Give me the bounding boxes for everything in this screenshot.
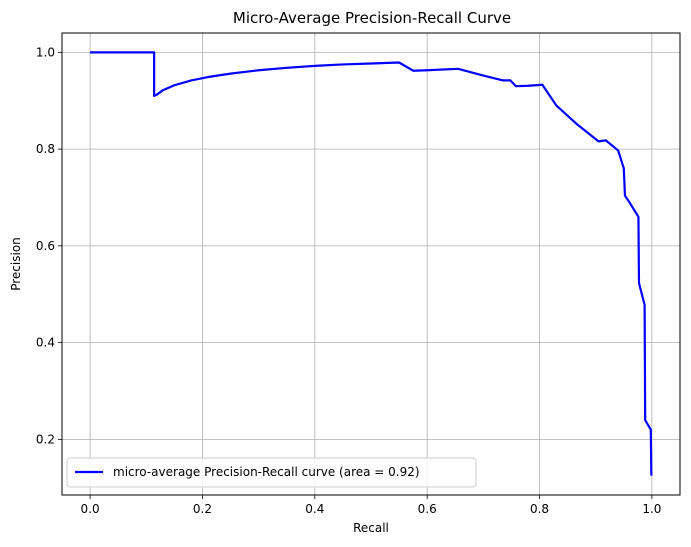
- y-tick-label: 0.6: [36, 239, 55, 253]
- plot-area-frame: [61, 32, 681, 496]
- y-tick-label: 0.2: [36, 432, 55, 446]
- x-axis-ticks: 0.0 0.2 0.4 0.6 0.8 1.0: [81, 495, 661, 516]
- x-tick-label: 1.0: [642, 502, 661, 516]
- legend: micro-average Precision-Recall curve (ar…: [66, 457, 477, 488]
- x-tick-label: 0.2: [193, 502, 212, 516]
- y-tick-label: 0.4: [36, 336, 55, 350]
- grid-lines: [62, 33, 680, 495]
- y-tick-label: 0.8: [36, 142, 55, 156]
- x-tick-label: 0.8: [530, 502, 549, 516]
- legend-entry-label: micro-average Precision-Recall curve (ar…: [113, 465, 420, 479]
- series-line: [90, 51, 653, 476]
- chart-title: Micro-Average Precision-Recall Curve: [233, 9, 511, 27]
- y-axis-label: Precision: [9, 237, 23, 291]
- series-layer: [90, 51, 653, 476]
- y-tick-label: 1.0: [36, 45, 55, 59]
- legend-box: [66, 457, 477, 488]
- x-axis-label: Recall: [353, 521, 389, 535]
- y-axis-ticks: 0.2 0.4 0.6 0.8 1.0: [36, 45, 62, 446]
- x-tick-label: 0.4: [305, 502, 324, 516]
- x-tick-label: 0.0: [81, 502, 100, 516]
- x-tick-label: 0.6: [418, 502, 437, 516]
